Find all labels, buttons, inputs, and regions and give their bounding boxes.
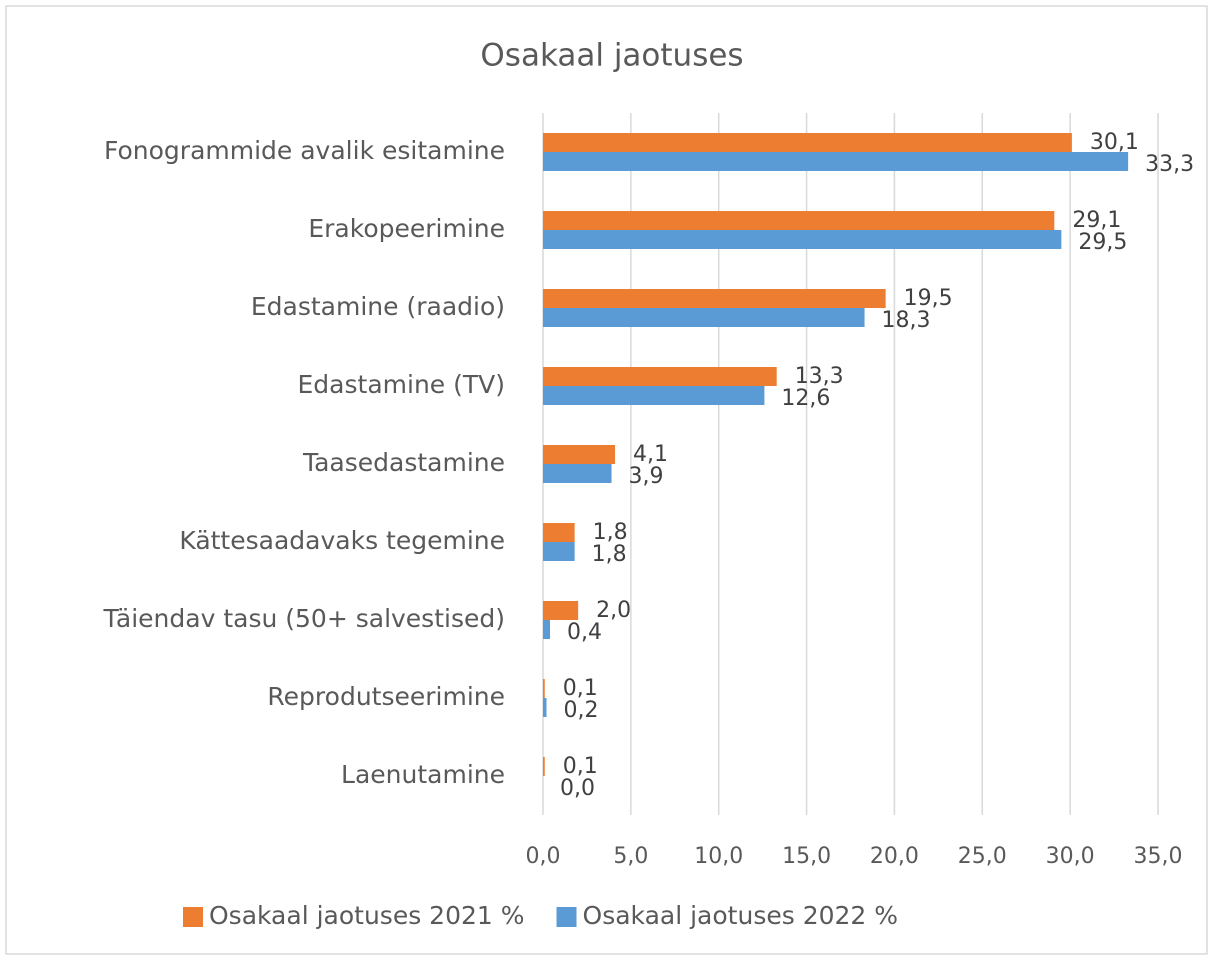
data-label: 1,8 [592,542,627,567]
y-tick-label: Reprodutseerimine [267,682,505,711]
data-label: 29,1 [1072,208,1121,233]
y-tick-label: Erakopeerimine [308,214,505,243]
data-label: 0,1 [563,754,598,779]
bar [543,386,765,405]
data-label: 0,0 [560,776,595,801]
y-tick-label: Edastamine (TV) [298,370,505,399]
data-label: 0,4 [567,620,602,645]
data-label: 19,5 [904,286,953,311]
legend-swatch [183,907,203,927]
bar [543,308,865,327]
data-label: 0,1 [563,676,598,701]
y-tick-label: Taasedastamine [302,448,505,477]
bar [543,289,886,308]
bar [543,211,1055,230]
y-tick-label: Fonogrammide avalik esitamine [104,136,505,165]
x-tick-label: 10,0 [694,844,743,869]
x-tick-label: 35,0 [1134,844,1183,869]
bar [543,133,1072,152]
bar [543,230,1062,249]
data-label: 0,2 [564,698,599,723]
y-tick-label: Täiendav tasu (50+ salvestised) [103,604,505,633]
x-tick-label: 5,0 [613,844,648,869]
legend-label: Osakaal jaotuses 2022 % [583,901,899,930]
x-tick-label: 30,0 [1046,844,1095,869]
bar [543,620,551,639]
data-label: 4,1 [633,442,668,467]
x-tick-label: 0,0 [526,844,561,869]
bar [543,601,579,620]
bar [543,152,1129,171]
data-label: 2,0 [596,598,631,623]
bar [543,464,612,483]
data-label: 3,9 [629,464,664,489]
y-tick-label: Laenutamine [341,760,505,789]
data-label: 30,1 [1090,130,1139,155]
data-label: 18,3 [882,308,931,333]
data-label: 12,6 [781,386,830,411]
data-label: 33,3 [1145,152,1194,177]
bar [543,523,575,542]
y-tick-label: Kättesaadavaks tegemine [179,526,505,555]
legend-swatch [556,907,577,927]
y-tick-label: Edastamine (raadio) [251,292,505,321]
bar [543,757,545,776]
chart-title: Osakaal jaotuses [480,38,743,74]
bar [543,367,777,386]
data-label: 29,5 [1078,230,1127,255]
bar [543,698,547,717]
legend-label: Osakaal jaotuses 2021 % [209,901,525,930]
x-tick-label: 15,0 [782,844,831,869]
data-label: 13,3 [795,364,844,389]
bar [543,679,545,698]
x-tick-label: 20,0 [870,844,919,869]
data-label: 1,8 [593,520,628,545]
bar [543,445,616,464]
x-tick-label: 25,0 [958,844,1007,869]
bar [543,542,575,561]
